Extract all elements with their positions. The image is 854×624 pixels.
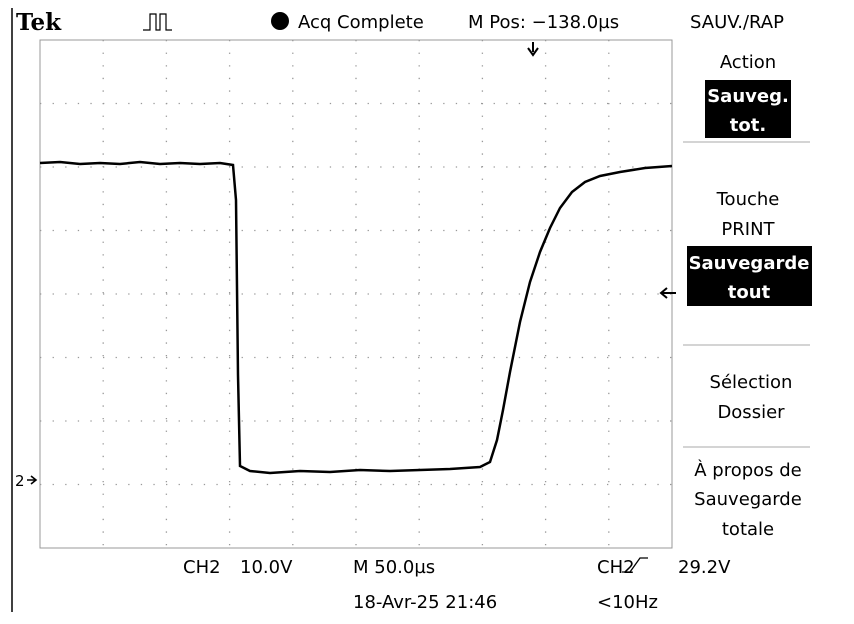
channel-arrow (27, 475, 38, 485)
frequency: <10Hz (597, 592, 658, 613)
menu-label[interactable]: Sélection (710, 372, 793, 393)
brand: Tek (16, 9, 62, 36)
menu-value[interactable]: Sauveg. (707, 86, 789, 107)
trigger-channel: CH2 (597, 557, 635, 578)
waveform (39, 160, 673, 475)
menu-label[interactable]: À propos de (694, 459, 802, 481)
menu-value[interactable]: Sauvegarde (689, 253, 810, 274)
time-per-div: M 50.0µs (353, 557, 435, 578)
menu-label[interactable]: Action (720, 52, 776, 73)
trigger-level: 29.2V (678, 557, 731, 578)
menu-label[interactable]: Sauvegarde (694, 489, 802, 510)
status: Acq Complete (298, 12, 424, 33)
graticule (40, 40, 672, 548)
menu-label[interactable]: PRINT (721, 219, 775, 240)
rising-edge-icon (622, 557, 648, 573)
trigger-position-arrow (527, 42, 539, 57)
channel: CH2 (183, 557, 221, 578)
datetime: 18-Avr-25 21:46 (353, 592, 497, 613)
menu-value[interactable]: tout (728, 282, 771, 303)
menu-label[interactable]: Touche (716, 189, 780, 210)
highlight-box (687, 246, 812, 306)
menu-title: SAUV./RAP (690, 12, 784, 33)
position: M Pos: −138.0µs (468, 12, 619, 33)
menu-label[interactable]: Dossier (717, 402, 785, 423)
volts-per-div: 10.0V (240, 557, 293, 578)
status-dot (271, 12, 289, 30)
channel-marker: 2 (15, 472, 25, 490)
menu-label[interactable]: totale (722, 519, 774, 540)
trigger-level-arrow (659, 287, 676, 299)
highlight-box (705, 80, 791, 138)
menu-value[interactable]: tot. (730, 115, 766, 136)
run-icon (143, 13, 172, 31)
